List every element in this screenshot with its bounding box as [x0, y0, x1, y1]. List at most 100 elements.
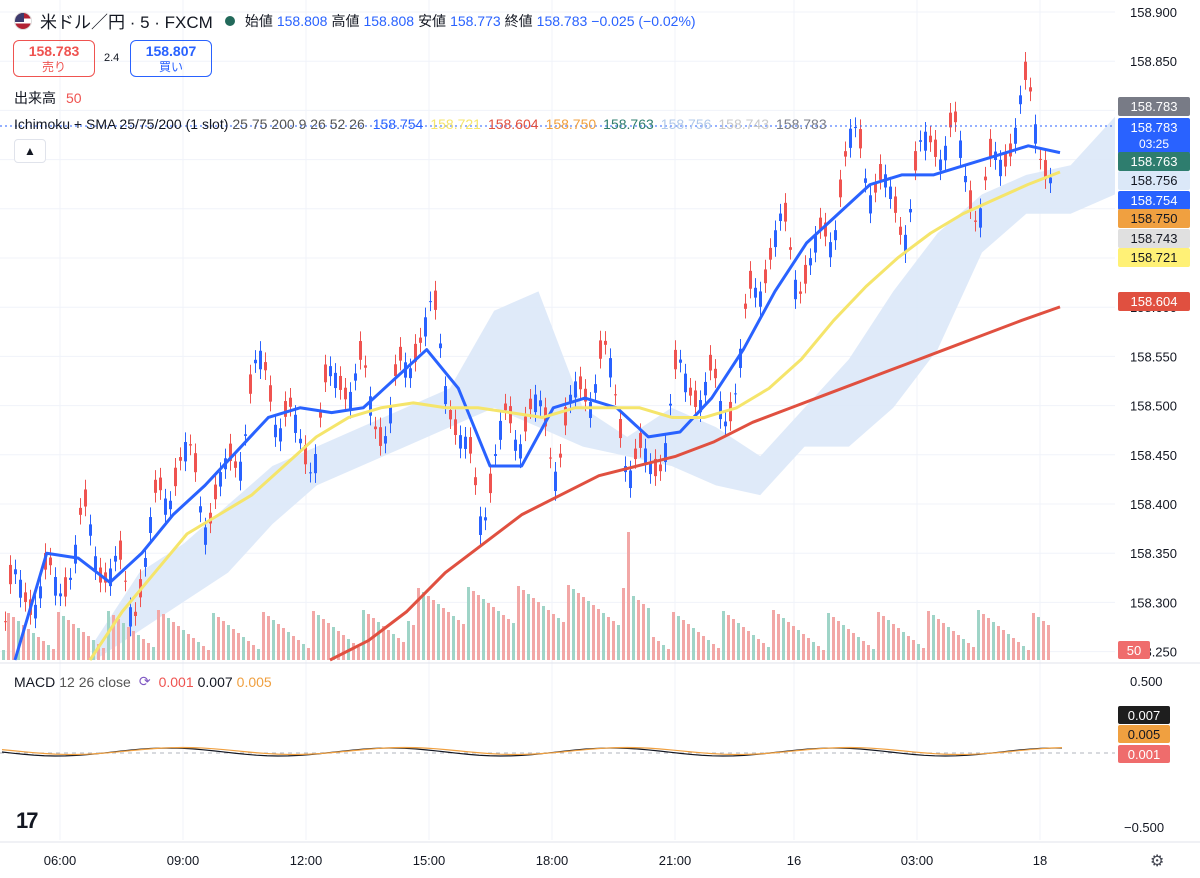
candle-body	[759, 291, 762, 307]
candle-body	[534, 394, 537, 413]
volume-bar	[382, 626, 385, 660]
open-label: 始値	[244, 12, 273, 29]
macd-name: MACD	[14, 673, 56, 690]
candle-body	[614, 394, 617, 396]
candle-body	[129, 607, 132, 627]
volume-bar	[322, 619, 325, 660]
buy-label: 買い	[158, 60, 183, 74]
volume-bar	[757, 639, 760, 660]
candle-body	[89, 524, 92, 536]
volume-bar	[442, 608, 445, 660]
volume-bar	[567, 585, 570, 660]
candle-body	[1029, 87, 1032, 92]
tradingview-logo-icon[interactable]: 17	[16, 808, 39, 833]
volume-bar	[1012, 638, 1015, 660]
candle-body	[289, 397, 292, 407]
candle-body	[929, 135, 932, 143]
candle-body	[354, 373, 357, 381]
gear-icon[interactable]: ⚙	[1150, 853, 1165, 870]
sma-25-line	[13, 144, 1061, 661]
volume-bar	[762, 643, 765, 660]
volume-bar	[767, 647, 770, 660]
collapse-legend-button[interactable]: ▲	[14, 139, 46, 163]
volume-bar	[732, 619, 735, 660]
candle-body	[454, 419, 457, 435]
price-label-bg	[1118, 171, 1190, 190]
volume-bar	[17, 621, 20, 660]
candle-body	[214, 484, 217, 500]
volume-bar	[742, 627, 745, 660]
volume-bar	[197, 642, 200, 660]
macd-label-text: 0.007	[1128, 708, 1161, 723]
candle-body	[49, 557, 52, 566]
macd-tick-label: 0.500	[1130, 674, 1163, 689]
candle-body	[679, 359, 682, 363]
candle-body	[39, 586, 42, 599]
price-label-text: 158.754	[1131, 193, 1178, 208]
candle-body	[834, 230, 837, 241]
candle-body	[599, 340, 602, 359]
candle-body	[684, 373, 687, 393]
volume-bar	[687, 624, 690, 660]
volume-bar	[12, 617, 15, 660]
candle-body	[449, 409, 452, 420]
buy-button[interactable]: 158.807 買い	[130, 40, 212, 77]
candle-body	[999, 159, 1002, 177]
candle-body	[484, 517, 487, 521]
ichimoku-cloud	[95, 116, 1115, 660]
candle-body	[414, 343, 417, 362]
candle-body	[159, 477, 162, 491]
volume-bar	[207, 650, 210, 660]
volume-bar	[102, 648, 105, 660]
symbol-title[interactable]: 米ドル／円 · 5 · FXCM	[40, 13, 213, 32]
candle-body	[844, 151, 847, 157]
candle-body	[569, 394, 572, 404]
volume-bar	[632, 596, 635, 660]
volume-bar	[972, 647, 975, 660]
volume-bar	[117, 619, 120, 660]
candle-body	[189, 444, 192, 446]
volume-bar	[27, 629, 30, 660]
volume-bar	[297, 640, 300, 660]
candle-body	[364, 365, 367, 368]
candle-body	[919, 140, 922, 142]
volume-bar	[967, 643, 970, 660]
candle-body	[784, 202, 787, 222]
volume-bar	[637, 600, 640, 660]
indicator-value-1: 158.721	[430, 116, 481, 132]
volume-bar	[587, 601, 590, 660]
volume-bar	[22, 625, 25, 660]
volume-bar	[97, 644, 100, 660]
candle-body	[309, 472, 312, 474]
candle-body	[659, 464, 662, 472]
sell-button[interactable]: 158.783 売り	[13, 40, 95, 77]
refresh-icon[interactable]: ⟳	[138, 673, 151, 689]
indicator-legend[interactable]: Ichimoku + SMA 25/75/200 (1 slot) 25 75 …	[14, 116, 827, 132]
candle-body	[149, 517, 152, 533]
change-value: −0.025 (−0.02%)	[591, 12, 696, 29]
macd-label-bg	[1118, 706, 1170, 724]
candle-body	[219, 472, 222, 487]
candle-body	[494, 454, 497, 456]
volume-bar	[132, 631, 135, 660]
volume-bar	[952, 631, 955, 660]
indicator-value-4: 158.763	[603, 116, 654, 132]
volume-bar	[992, 622, 995, 660]
candle-body	[804, 264, 807, 284]
volume-legend[interactable]: 出来高 50	[14, 88, 82, 108]
volume-bar	[557, 618, 560, 660]
macd-label-text: 0.001	[1128, 747, 1161, 762]
volume-bar	[517, 586, 520, 660]
volume-bar	[1002, 630, 1005, 660]
candle-body	[14, 569, 17, 575]
candle-body	[274, 424, 277, 438]
candle-body	[904, 234, 907, 254]
macd-legend[interactable]: MACD 12 26 close ⟳ 0.001 0.007 0.005	[14, 673, 272, 690]
close-value: 158.783	[536, 12, 588, 29]
candle-body	[64, 577, 67, 597]
candle-body	[144, 558, 147, 567]
volume-bar	[1042, 621, 1045, 660]
signal-line	[1, 746, 1063, 756]
indicator-value-6: 158.743	[718, 116, 769, 132]
